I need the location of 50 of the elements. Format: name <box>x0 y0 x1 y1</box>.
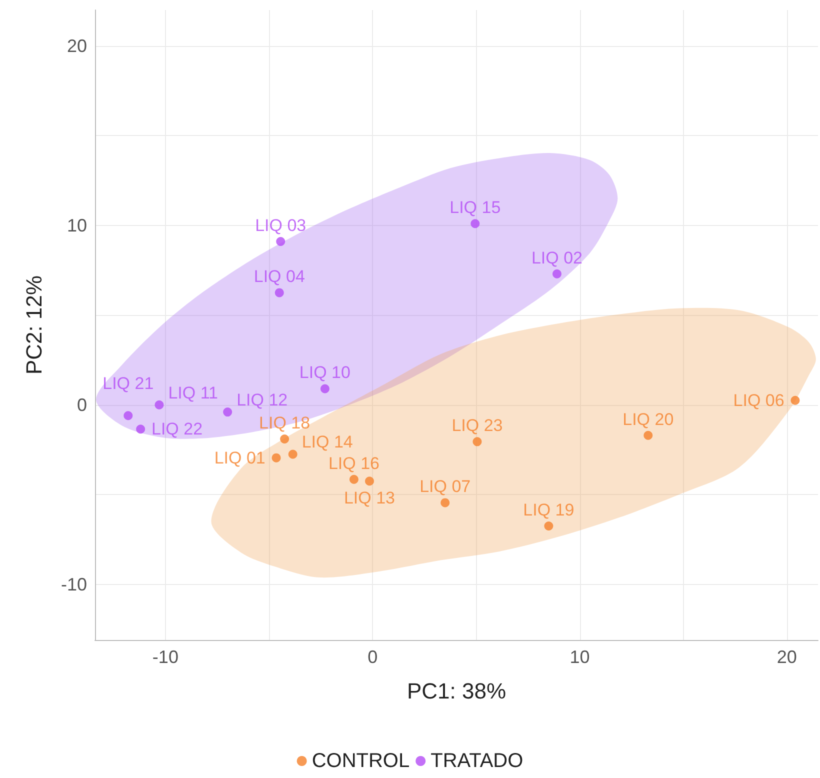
data-label: LIQ 12 <box>236 390 288 410</box>
data-label: LIQ 03 <box>255 216 306 236</box>
data-label: LIQ 02 <box>531 248 582 268</box>
point <box>223 408 232 417</box>
point <box>274 288 284 298</box>
data-label: LIQ 15 <box>450 198 501 218</box>
x-axis-title: PC1: 38% <box>406 678 506 704</box>
point <box>544 522 554 531</box>
data-label: LIQ 16 <box>328 454 380 473</box>
data-label: LIQ 11 <box>168 383 218 402</box>
y-tick-label: 10 <box>66 215 87 236</box>
y-tick-label: 20 <box>66 36 87 56</box>
y-axis-title: PC2: 12% <box>22 275 46 375</box>
y-tick-label: -10 <box>60 574 87 594</box>
data-label: LIQ 01 <box>214 448 266 468</box>
point <box>790 396 800 405</box>
point <box>470 219 480 228</box>
data-label: LIQ 22 <box>151 420 203 439</box>
x-tick-label: -10 <box>152 647 178 667</box>
y-tick-label: 0 <box>76 394 87 415</box>
data-label: LIQ 10 <box>299 363 350 382</box>
point <box>288 450 298 459</box>
x-tick-label: 0 <box>368 647 378 667</box>
data-label: LIQ 13 <box>344 488 396 508</box>
data-label: LIQ 19 <box>523 500 574 520</box>
point <box>272 453 281 462</box>
point <box>154 400 164 410</box>
point <box>276 237 286 246</box>
data-label: LIQ 21 <box>102 374 154 394</box>
point <box>472 437 482 446</box>
point <box>552 269 562 278</box>
data-label: LIQ 20 <box>622 410 674 429</box>
point <box>440 498 450 508</box>
point <box>349 474 358 484</box>
point <box>280 434 290 444</box>
data-label: LIQ 06 <box>733 390 784 410</box>
x-tick-label: 10 <box>570 647 590 667</box>
data-label: LIQ 07 <box>420 477 471 496</box>
legend-label: TRATADO <box>430 750 524 772</box>
data-label: LIQ 14 <box>302 432 353 452</box>
x-tick-label: 20 <box>776 647 797 667</box>
point <box>365 476 374 486</box>
legend-label: CONTROL <box>312 750 410 772</box>
point <box>124 411 133 420</box>
data-label: LIQ 18 <box>259 413 310 432</box>
data-label: LIQ 23 <box>452 416 503 436</box>
point <box>136 424 146 434</box>
point <box>644 430 653 440</box>
point <box>320 384 330 394</box>
data-label: LIQ 04 <box>254 267 305 286</box>
